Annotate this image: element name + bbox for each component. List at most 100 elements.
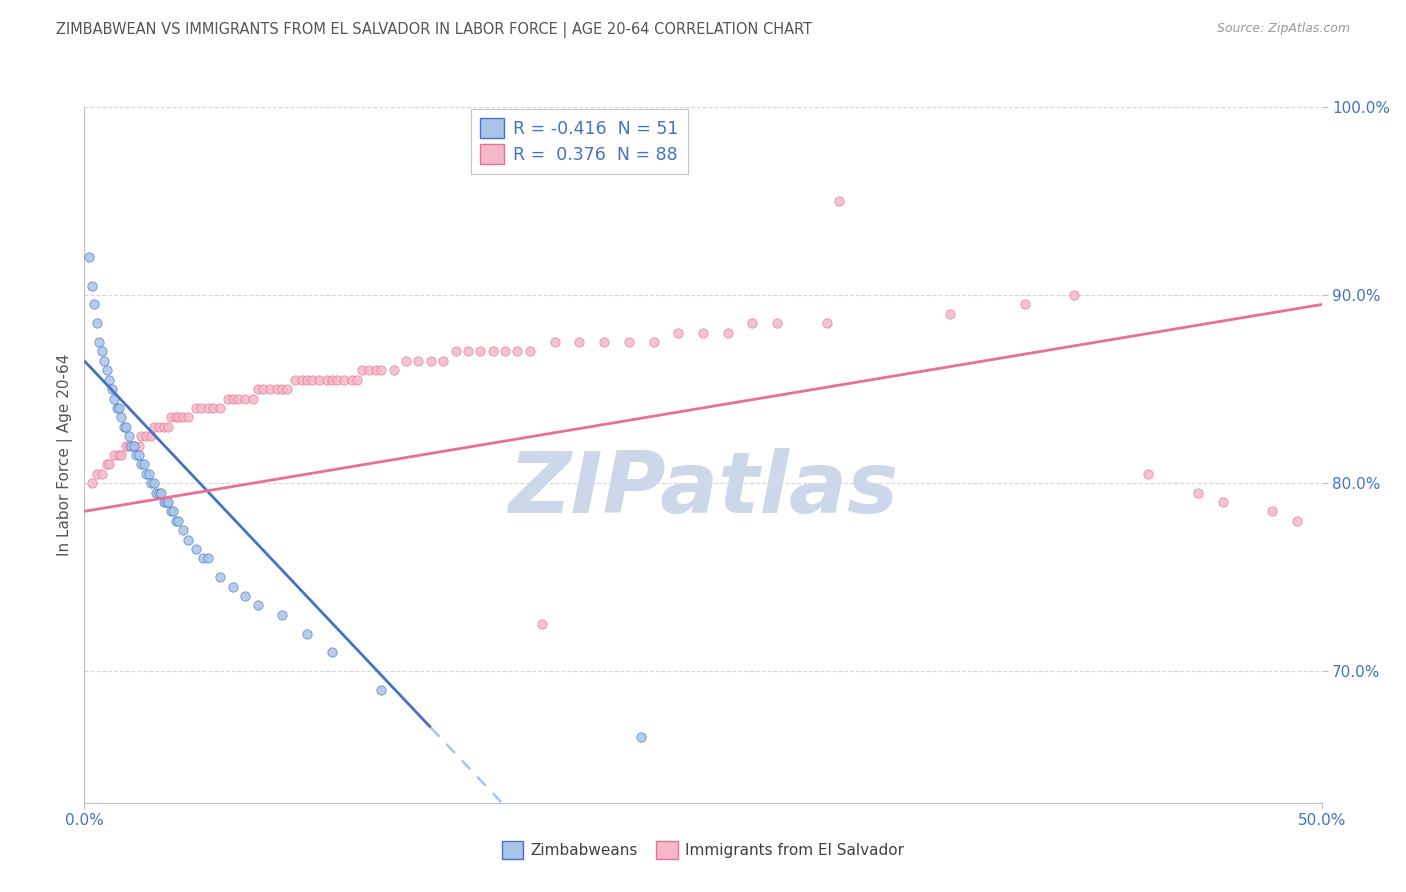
Point bbox=[246, 382, 269, 396]
Point bbox=[184, 541, 207, 556]
Point bbox=[252, 382, 274, 396]
Point bbox=[122, 438, 145, 452]
Point bbox=[135, 467, 157, 481]
Point bbox=[86, 467, 108, 481]
Point bbox=[271, 382, 294, 396]
Point bbox=[125, 448, 148, 462]
Point bbox=[165, 514, 187, 528]
Point bbox=[217, 392, 239, 406]
Point bbox=[120, 438, 142, 452]
Point bbox=[155, 495, 177, 509]
Point bbox=[717, 326, 740, 340]
Point bbox=[167, 514, 190, 528]
Point bbox=[172, 410, 194, 425]
Point bbox=[177, 533, 200, 547]
Point bbox=[395, 354, 418, 368]
Point bbox=[828, 194, 851, 208]
Point bbox=[1261, 504, 1284, 518]
Point bbox=[110, 410, 132, 425]
Point bbox=[145, 485, 167, 500]
Point bbox=[129, 458, 152, 472]
Point bbox=[115, 438, 138, 452]
Point bbox=[122, 438, 145, 452]
Point bbox=[135, 429, 157, 443]
Point bbox=[98, 458, 121, 472]
Point bbox=[141, 429, 163, 443]
Point bbox=[89, 335, 111, 350]
Point bbox=[326, 373, 349, 387]
Point bbox=[357, 363, 380, 377]
Point bbox=[80, 278, 103, 293]
Point bbox=[593, 335, 616, 350]
Point bbox=[494, 344, 516, 359]
Point bbox=[172, 523, 194, 537]
Point bbox=[108, 448, 131, 462]
Point bbox=[295, 626, 318, 640]
Point bbox=[222, 580, 245, 594]
Point bbox=[165, 410, 187, 425]
Point bbox=[444, 344, 467, 359]
Text: Source: ZipAtlas.com: Source: ZipAtlas.com bbox=[1216, 22, 1350, 36]
Point bbox=[1014, 297, 1036, 311]
Point bbox=[110, 448, 132, 462]
Point bbox=[308, 373, 330, 387]
Point bbox=[408, 354, 430, 368]
Point bbox=[766, 316, 789, 330]
Point bbox=[630, 730, 652, 744]
Point bbox=[340, 373, 363, 387]
Point bbox=[138, 467, 160, 481]
Point bbox=[209, 570, 232, 584]
Point bbox=[233, 589, 256, 603]
Point bbox=[1285, 514, 1308, 528]
Point bbox=[366, 363, 388, 377]
Point bbox=[266, 382, 288, 396]
Point bbox=[617, 335, 640, 350]
Point bbox=[419, 354, 441, 368]
Point bbox=[103, 448, 125, 462]
Point bbox=[197, 401, 219, 415]
Point bbox=[666, 326, 689, 340]
Point bbox=[271, 607, 294, 622]
Point bbox=[142, 476, 165, 491]
Point bbox=[315, 373, 337, 387]
Point bbox=[98, 373, 121, 387]
Point bbox=[543, 335, 565, 350]
Point bbox=[157, 419, 180, 434]
Point bbox=[191, 551, 214, 566]
Point bbox=[93, 354, 115, 368]
Point bbox=[108, 401, 131, 415]
Text: ZIPatlas: ZIPatlas bbox=[508, 448, 898, 532]
Point bbox=[167, 410, 190, 425]
Point bbox=[197, 551, 219, 566]
Point bbox=[177, 410, 200, 425]
Point bbox=[79, 251, 101, 265]
Point bbox=[741, 316, 763, 330]
Point bbox=[321, 645, 343, 659]
Point bbox=[118, 438, 141, 452]
Point bbox=[370, 363, 392, 377]
Point bbox=[222, 392, 245, 406]
Point bbox=[128, 438, 150, 452]
Point bbox=[295, 373, 318, 387]
Point bbox=[148, 419, 170, 434]
Point bbox=[86, 316, 108, 330]
Point bbox=[692, 326, 714, 340]
Point bbox=[103, 392, 125, 406]
Point bbox=[90, 344, 112, 359]
Point bbox=[162, 504, 184, 518]
Point bbox=[226, 392, 249, 406]
Point bbox=[150, 485, 173, 500]
Point bbox=[184, 401, 207, 415]
Point bbox=[382, 363, 405, 377]
Point bbox=[350, 363, 373, 377]
Point bbox=[233, 392, 256, 406]
Point bbox=[291, 373, 314, 387]
Point bbox=[96, 363, 118, 377]
Point bbox=[301, 373, 323, 387]
Text: ZIMBABWEAN VS IMMIGRANTS FROM EL SALVADOR IN LABOR FORCE | AGE 20-64 CORRELATION: ZIMBABWEAN VS IMMIGRANTS FROM EL SALVADO… bbox=[56, 22, 813, 38]
Point bbox=[333, 373, 356, 387]
Point bbox=[105, 401, 128, 415]
Point bbox=[141, 476, 163, 491]
Point bbox=[506, 344, 529, 359]
Point bbox=[1212, 495, 1234, 509]
